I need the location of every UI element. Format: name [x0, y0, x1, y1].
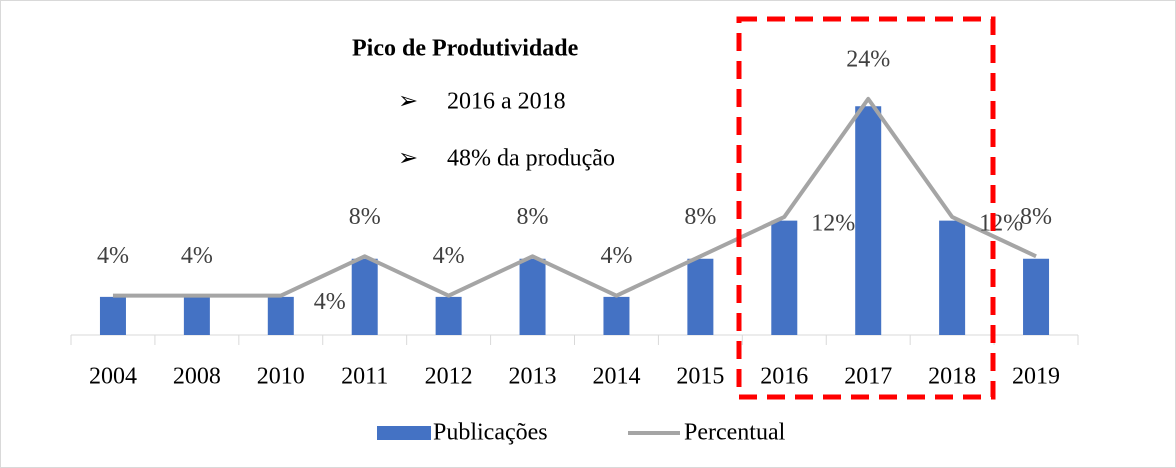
x-tick-label: 2019 — [1012, 364, 1060, 390]
bar — [1023, 258, 1050, 335]
data-label: 4% — [600, 243, 632, 269]
x-tick-label: 2012 — [425, 364, 473, 390]
highlight-box — [736, 16, 996, 400]
data-label: 4% — [314, 289, 346, 315]
data-label: 4% — [181, 243, 213, 269]
x-tick-label: 2010 — [257, 364, 305, 390]
x-tick-label: 2015 — [676, 364, 724, 390]
data-label: 8% — [517, 204, 549, 230]
x-tick-label: 2008 — [173, 364, 221, 390]
bar — [435, 296, 462, 335]
bullet: ➢ — [398, 146, 418, 172]
bar — [351, 258, 378, 335]
data-label: 4% — [433, 243, 465, 269]
data-label: 24% — [846, 46, 890, 72]
bullet: ➢ — [398, 89, 418, 115]
bar — [99, 296, 126, 335]
data-label: 12% — [811, 210, 855, 236]
legend-label: Publicações — [433, 420, 548, 446]
bar — [855, 106, 882, 335]
x-tick-label: 2013 — [509, 364, 557, 390]
bar — [939, 220, 966, 335]
annotation-title: Pico de Produtividade — [352, 36, 579, 62]
legend-swatch — [377, 426, 431, 440]
x-tick-label: 2004 — [89, 364, 137, 390]
data-label: 4% — [97, 243, 129, 269]
x-tick-label: 2016 — [760, 364, 808, 390]
bar — [519, 258, 546, 335]
annotation-item: 48% da produção — [447, 146, 615, 172]
legend-label: Percentual — [684, 420, 786, 446]
data-label: 8% — [684, 204, 716, 230]
annotation-item: 2016 a 2018 — [447, 89, 566, 115]
data-label: 8% — [1020, 204, 1052, 230]
x-tick-label: 2011 — [341, 364, 388, 390]
bar — [687, 258, 714, 335]
x-tick-label: 2018 — [928, 364, 976, 390]
x-tick-label: 2014 — [592, 364, 640, 390]
bar — [771, 220, 798, 335]
bar — [603, 296, 630, 335]
data-label: 8% — [349, 204, 381, 230]
bar — [267, 296, 294, 335]
data-label: 12% — [979, 210, 1023, 236]
line — [112, 96, 1037, 298]
x-tick-label: 2017 — [844, 364, 892, 390]
bar — [183, 296, 210, 335]
